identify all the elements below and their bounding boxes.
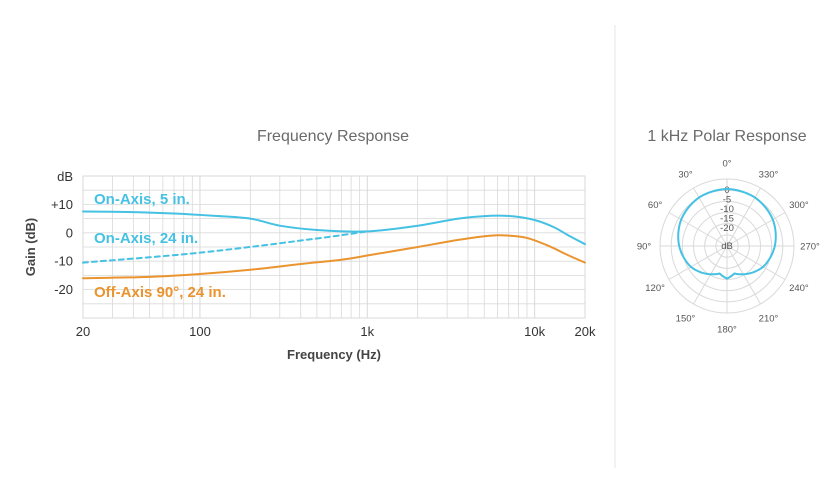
fr-label-on-axis-24in: On-Axis, 24 in. — [94, 230, 198, 247]
fr-label-off-axis-24in: Off-Axis 90°, 24 in. — [94, 284, 226, 301]
polar-grid-spoke — [726, 245, 786, 280]
polar-angle-label: 210° — [759, 313, 779, 324]
polar-response-chart: 1 kHz Polar Response 0° 330° 300° 270° 240° 2… — [637, 128, 820, 336]
polar-angle-label: 120° — [645, 283, 665, 294]
fr-y-ticks: +10 0 -10 -20 — [51, 197, 73, 297]
polar-chart-title: 1 kHz Polar Response — [647, 128, 806, 145]
fr-y-tick-label: 0 — [66, 225, 73, 240]
polar-angle-label: 90° — [637, 242, 652, 253]
fr-series-on-axis-24in — [82, 230, 369, 264]
fr-x-tick-label: 20 — [76, 324, 90, 339]
polar-angle-label: 60° — [648, 200, 663, 211]
polar-angle-labels: 0° 330° 300° 270° 240° 210° 180° 150° 120° 90° 60°… — [637, 159, 820, 336]
fr-unit-label: dB — [57, 169, 73, 184]
polar-radius-tick-label: -5 — [723, 195, 731, 206]
polar-radius-tick-label: 0 — [724, 185, 729, 196]
fr-series-group — [82, 210, 586, 280]
fr-y-tick-label: -10 — [54, 254, 73, 269]
polar-grid-spoke — [668, 245, 728, 280]
polar-angle-label: 150° — [676, 313, 696, 324]
polar-curve-group — [677, 188, 777, 280]
polar-grid — [659, 178, 795, 314]
fr-grid — [82, 175, 586, 319]
polar-angle-label: 300° — [789, 200, 809, 211]
polar-angle-label: 30° — [678, 170, 693, 181]
fr-x-axis-label: Frequency (Hz) — [287, 347, 381, 362]
polar-grid-spoke — [668, 212, 728, 247]
polar-angle-label: 330° — [759, 170, 779, 181]
polar-angle-label: 0° — [722, 159, 731, 170]
fr-chart-title: Frequency Response — [257, 128, 409, 145]
fr-x-ticks: 20 100 1k 10k 20k — [76, 324, 596, 339]
fr-x-tick-label: 100 — [189, 324, 211, 339]
polar-angle-label: 270° — [800, 242, 820, 253]
fr-series-off-axis-24in — [82, 234, 586, 280]
fr-series-labels: On-Axis, 5 in. On-Axis, 24 in. Off-Axis 90… — [94, 191, 226, 301]
fr-y-axis-label: Gain (dB) — [23, 218, 38, 277]
polar-radius-tick-label: -15 — [720, 214, 734, 225]
polar-angle-label: 240° — [789, 283, 809, 294]
fr-plot-frame — [82, 175, 586, 319]
polar-radius-tick-label: -10 — [720, 204, 734, 215]
polar-unit-label: dB — [721, 241, 733, 252]
polar-pattern-curve — [677, 188, 777, 280]
polar-radius-ticks: 0-5-10-15-20 — [720, 185, 734, 234]
polar-radius-tick-label: -20 — [720, 223, 734, 234]
fr-series-on-axis-5in — [82, 210, 586, 246]
fr-label-on-axis-5in: On-Axis, 5 in. — [94, 191, 190, 208]
polar-angle-label: 180° — [717, 325, 737, 336]
fr-y-tick-label: -20 — [54, 282, 73, 297]
fr-y-tick-label: +10 — [51, 197, 73, 212]
fr-x-tick-label: 10k — [524, 324, 545, 339]
fr-x-tick-label: 20k — [575, 324, 596, 339]
frequency-response-chart: Frequency Response dB +10 0 -10 -20 20 100 1k… — [23, 128, 596, 362]
polar-grid-spoke — [726, 212, 786, 247]
fr-x-tick-label: 1k — [360, 324, 374, 339]
